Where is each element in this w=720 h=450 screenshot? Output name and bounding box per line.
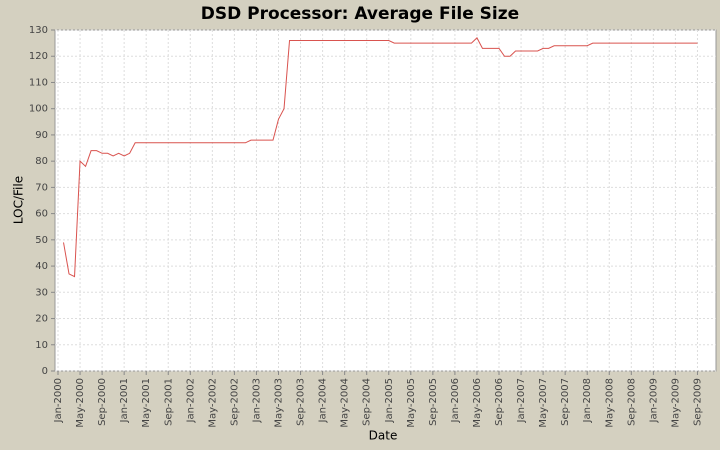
y-tick-label: 50 [35,235,48,246]
y-tick-label: 0 [42,366,48,377]
x-tick-label: Jan-2001 [119,378,130,423]
x-tick-label: Sep-2001 [163,378,174,426]
x-tick-label: Jan-2009 [648,378,659,423]
x-tick-label: May-2006 [472,378,483,428]
x-tick-label: Jan-2004 [318,378,329,423]
x-tick-label: Sep-2000 [97,378,108,426]
x-tick-label: May-2004 [340,378,351,428]
y-tick-label: 130 [29,25,48,36]
x-tick-label: Sep-2003 [296,378,307,426]
y-tick-label: 90 [35,130,48,141]
x-tick-label: Sep-2006 [494,378,505,426]
x-tick-label: Sep-2004 [362,378,373,426]
x-tick-label: May-2008 [604,378,615,428]
x-tick-label: Jan-2000 [53,378,64,423]
x-tick-label: Jan-2007 [516,378,527,423]
x-tick-label: May-2000 [75,378,86,428]
x-tick-label: May-2002 [207,378,218,428]
y-tick-label: 100 [29,104,48,115]
x-tick-label: Sep-2002 [229,378,240,426]
x-axis-label: Date [369,429,398,443]
y-tick-label: 20 [35,314,48,325]
x-tick-label: May-2007 [538,378,549,428]
x-tick-label: May-2009 [670,378,681,428]
y-tick-label: 60 [35,209,48,220]
y-tick-label: 110 [29,77,48,88]
x-tick-label: May-2001 [141,378,152,428]
x-tick-label: Sep-2008 [626,378,637,426]
x-tick-label: May-2005 [406,378,417,428]
x-tick-label: May-2003 [274,378,285,428]
y-tick-label: 120 [29,51,48,62]
x-tick-label: Jan-2005 [384,378,395,423]
y-tick-label: 10 [35,340,48,351]
x-tick-label: Sep-2007 [560,378,571,426]
x-tick-label: Sep-2009 [692,378,703,426]
y-tick-label: 80 [35,156,48,167]
x-tick-label: Jan-2006 [450,378,461,423]
y-axis-label: LOC/File [12,176,26,224]
y-tick-label: 30 [35,287,48,298]
data-line [63,37,698,278]
x-tick-label: Jan-2002 [185,378,196,423]
chart-title: DSD Processor: Average File Size [201,4,519,24]
y-tick-label: 70 [35,182,48,193]
y-tick-label: 40 [35,261,48,272]
x-tick-label: Jan-2008 [582,378,593,423]
x-tick-label: Jan-2003 [251,378,262,423]
x-tick-label: Sep-2005 [428,378,439,426]
plot-area [54,29,717,372]
